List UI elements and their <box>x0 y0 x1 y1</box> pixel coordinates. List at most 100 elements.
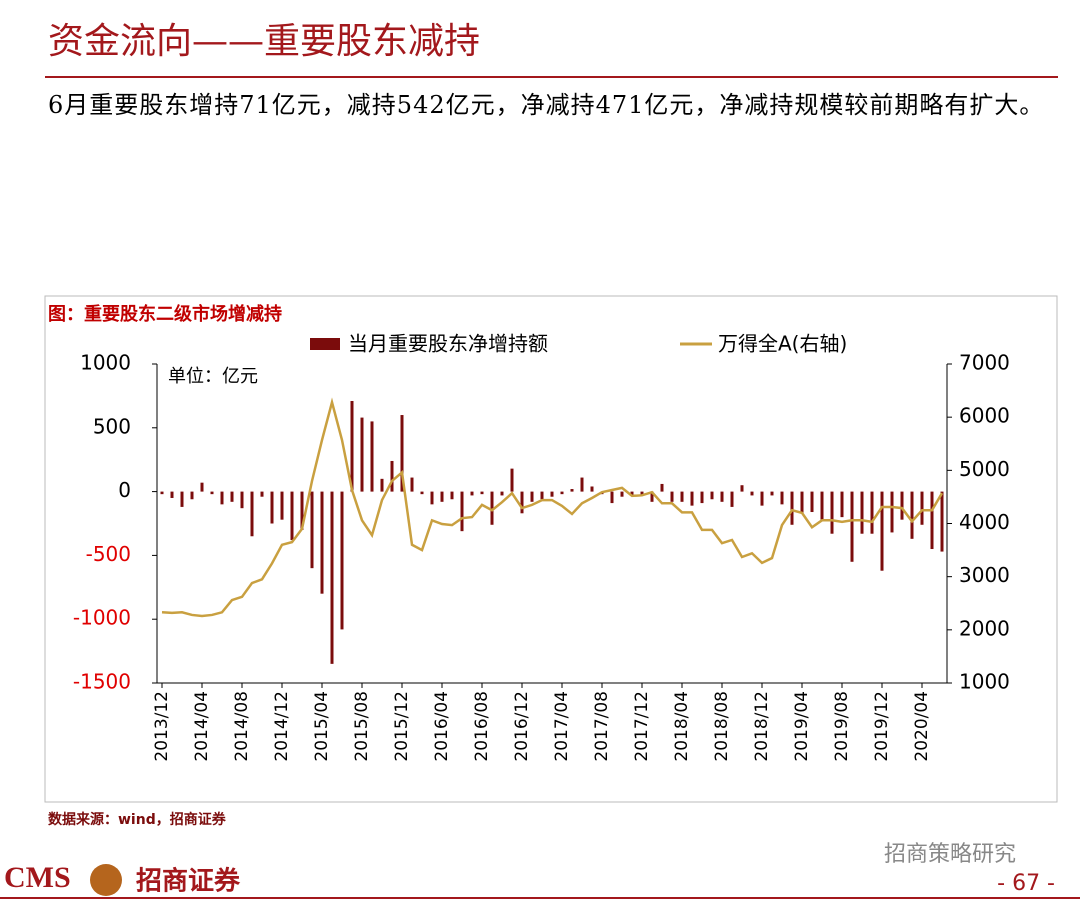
bar <box>320 491 324 594</box>
legend-label: 当月重要股东净增持额 <box>348 332 548 356</box>
bar <box>390 460 394 492</box>
bar <box>790 491 794 525</box>
bar <box>700 491 704 504</box>
logo-icon <box>90 864 122 896</box>
bar <box>570 489 574 492</box>
bar <box>370 421 374 492</box>
bar <box>300 491 304 530</box>
bar <box>450 491 454 500</box>
bar <box>550 491 554 497</box>
logo: CMS <box>4 861 71 894</box>
bar <box>170 491 174 498</box>
bar <box>920 491 924 525</box>
x-tick-label: 2015/04 <box>312 691 332 762</box>
y2-tick-label: 4000 <box>959 510 1010 534</box>
bar <box>820 491 824 520</box>
bar <box>670 491 674 502</box>
bar <box>250 491 254 537</box>
bar <box>270 491 274 524</box>
x-tick-label: 2016/08 <box>472 691 492 762</box>
bar <box>660 483 664 492</box>
bar <box>580 477 584 492</box>
bar <box>590 486 594 492</box>
x-tick-label: 2014/12 <box>272 691 292 762</box>
bar <box>360 417 364 492</box>
bar <box>470 491 474 496</box>
bar <box>810 491 814 513</box>
x-tick-label: 2019/12 <box>872 691 892 762</box>
bar <box>200 482 204 492</box>
bar <box>870 491 874 534</box>
page-number: - 67 - <box>997 871 1055 896</box>
x-tick-label: 2018/12 <box>752 691 772 762</box>
legend-swatch <box>310 338 340 350</box>
y2-tick-label: 5000 <box>959 457 1010 481</box>
x-tick-label: 2014/04 <box>192 691 212 762</box>
bar <box>730 491 734 507</box>
bar <box>710 491 714 500</box>
bar <box>860 491 864 534</box>
bar <box>930 491 934 550</box>
chart-title: 图：重要股东二级市场增减持 <box>48 303 282 325</box>
x-tick-label: 2017/08 <box>592 691 612 762</box>
bar <box>690 491 694 506</box>
bar <box>890 491 894 533</box>
y-tick-label: -1000 <box>73 606 131 630</box>
bar <box>430 491 434 505</box>
y-tick-label: -1500 <box>73 670 131 694</box>
bar <box>380 478 384 492</box>
x-tick-label: 2017/04 <box>552 691 572 762</box>
bar <box>330 491 334 664</box>
bar <box>530 491 534 502</box>
x-tick-label: 2015/12 <box>392 691 412 762</box>
bar <box>290 491 294 541</box>
bar <box>840 491 844 518</box>
x-tick-label: 2019/04 <box>792 691 812 762</box>
y2-tick-label: 2000 <box>959 616 1010 640</box>
bar <box>910 491 914 539</box>
bar <box>610 491 614 504</box>
bar <box>850 491 854 562</box>
bar <box>560 491 564 495</box>
bar <box>190 491 194 500</box>
x-tick-label: 2013/12 <box>152 691 172 762</box>
y2-tick-label: 1000 <box>959 670 1010 694</box>
bar <box>480 491 484 495</box>
bar <box>680 491 684 502</box>
x-tick-label: 2017/12 <box>632 691 652 762</box>
x-tick-label: 2020/04 <box>912 691 932 762</box>
bar <box>240 491 244 509</box>
line <box>161 397 944 618</box>
bar <box>640 491 644 496</box>
y2-tick-label: 6000 <box>959 404 1010 428</box>
y2-tick-label: 7000 <box>959 351 1010 375</box>
bar <box>160 491 164 495</box>
body-text: 6月重要股东增持71亿元，减持542亿元，净减持471亿元，净减持规模较前期略有… <box>48 91 1045 119</box>
bar <box>830 491 834 534</box>
x-tick-label: 2014/08 <box>232 691 252 762</box>
bar <box>350 401 354 492</box>
bar <box>400 415 404 492</box>
x-tick-label: 2016/12 <box>512 691 532 762</box>
bar <box>800 491 804 514</box>
bar <box>520 491 524 514</box>
x-tick-label: 2015/08 <box>352 691 372 762</box>
y-tick-label: 1000 <box>80 351 131 375</box>
x-tick-label: 2018/04 <box>672 691 692 762</box>
y-tick-label: 0 <box>118 478 131 502</box>
y-tick-label: 500 <box>93 414 131 438</box>
bar <box>720 491 724 502</box>
source: 数据来源：wind，招商证券 <box>48 811 227 828</box>
bar <box>620 491 624 497</box>
bar <box>340 491 344 630</box>
bar <box>440 491 444 502</box>
x-tick-label: 2018/08 <box>712 691 732 762</box>
bar <box>780 491 784 505</box>
bar <box>490 491 494 525</box>
bar <box>630 491 634 496</box>
bar <box>220 491 224 505</box>
bar <box>500 491 504 496</box>
x-tick-label: 2016/04 <box>432 691 452 762</box>
bar <box>230 491 234 502</box>
